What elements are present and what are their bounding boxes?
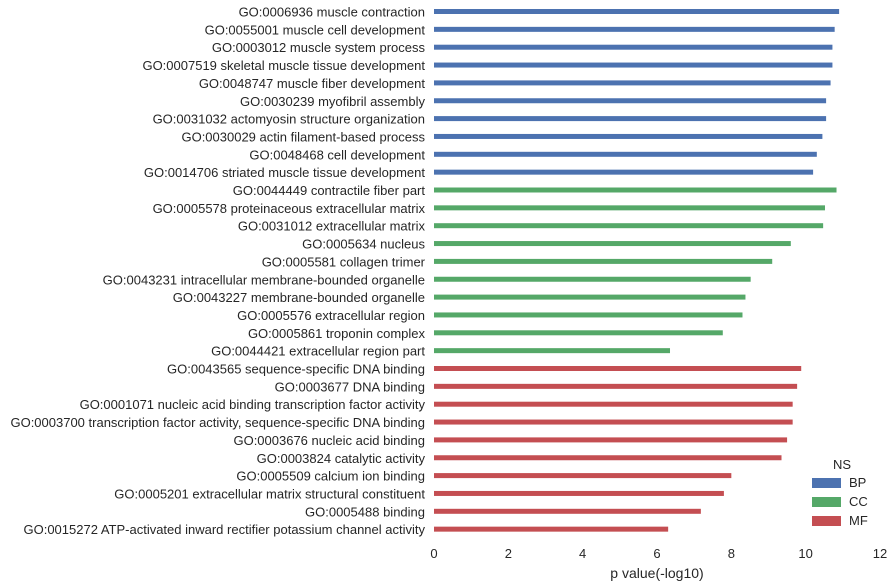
y-tick-label: GO:0007519 skeletal muscle tissue develo…: [142, 58, 425, 73]
bar-cc: [434, 187, 837, 193]
legend-swatch-bp: [812, 478, 841, 488]
x-axis: p value(-log10) 0 2 4 6 8 10 12: [430, 546, 887, 581]
legend: NS BP CC MF: [812, 457, 868, 528]
bar-bp: [434, 169, 814, 175]
y-tick-label: GO:0030029 actin filament-based process: [181, 129, 425, 144]
legend-swatch-mf: [812, 516, 841, 526]
legend-label-mf: MF: [849, 513, 868, 528]
x-tick-label: 10: [798, 546, 812, 561]
y-tick-label: GO:0003012 muscle system process: [212, 40, 426, 55]
y-tick-label: GO:0005509 calcium ion binding: [236, 469, 425, 484]
x-tick-label: 12: [873, 546, 887, 561]
bar-bp: [434, 116, 827, 122]
y-tick-label: GO:0048747 muscle fiber development: [199, 76, 426, 91]
y-tick-label: GO:0003824 catalytic activity: [257, 451, 426, 466]
y-tick-label: GO:0044449 contractile fiber part: [233, 183, 426, 198]
bar-bp: [434, 151, 817, 157]
bars: [434, 9, 840, 532]
y-tick-label: GO:0005634 nucleus: [302, 237, 425, 252]
bar-cc: [434, 348, 671, 354]
bar-mf: [434, 366, 802, 371]
bar-cc: [434, 258, 773, 264]
y-tick-label: GO:0005201 extracellular matrix structur…: [114, 486, 425, 501]
y-tick-label: GO:0043565 sequence-specific DNA binding: [167, 362, 425, 377]
bar-bp: [434, 62, 833, 68]
y-tick-label: GO:0043231 intracellular membrane-bounde…: [103, 272, 425, 287]
y-tick-label: GO:0005488 binding: [305, 504, 425, 519]
bar-cc: [434, 330, 723, 336]
bar-mf: [434, 437, 788, 443]
bar-bp: [434, 98, 827, 104]
bar-mf: [434, 473, 732, 479]
y-tick-label: GO:0030239 myofibril assembly: [240, 94, 425, 109]
x-tick-label: 4: [579, 546, 586, 561]
x-tick-label: 6: [653, 546, 660, 561]
y-tick-label: GO:0003700 transcription factor activity…: [10, 415, 425, 430]
bar-cc: [434, 294, 746, 300]
bar-bp: [434, 133, 823, 139]
bar-mf: [434, 401, 793, 407]
y-tick-label: GO:0006936 muscle contraction: [239, 5, 425, 20]
bar-cc: [434, 312, 743, 318]
y-tick-label: GO:0005861 troponin complex: [248, 326, 426, 341]
bar-cc: [434, 276, 751, 282]
x-tick-label: 2: [505, 546, 512, 561]
y-tick-label: GO:0003676 nucleic acid binding: [233, 433, 425, 448]
legend-label-bp: BP: [849, 475, 866, 490]
y-tick-label: GO:0031032 actomyosin structure organiza…: [153, 112, 425, 127]
y-tick-label: GO:0001071 nucleic acid binding transcri…: [80, 397, 426, 412]
y-tick-label: GO:0005581 collagen trimer: [262, 254, 426, 269]
legend-swatch-cc: [812, 497, 841, 507]
bar-mf: [434, 526, 669, 532]
y-tick-label: GO:0015272 ATP-activated inward rectifie…: [23, 522, 425, 537]
y-tick-label: GO:0014706 striated muscle tissue develo…: [144, 165, 425, 180]
y-tick-label: GO:0031012 extracellular matrix: [238, 219, 426, 234]
bar-cc: [434, 223, 824, 229]
bar-bp: [434, 80, 831, 86]
legend-title: NS: [833, 457, 851, 472]
x-axis-label: p value(-log10): [610, 565, 703, 581]
bar-bp: [434, 44, 833, 50]
y-tick-label: GO:0044421 extracellular region part: [211, 344, 425, 359]
y-tick-label: GO:0005576 extracellular region: [237, 308, 425, 323]
bar-cc: [434, 205, 825, 211]
bar-mf: [434, 508, 701, 514]
bar-cc: [434, 241, 791, 247]
y-tick-label: GO:0005578 proteinaceous extracellular m…: [153, 201, 426, 216]
bar-mf: [434, 455, 782, 461]
y-tick-label: GO:0055001 muscle cell development: [205, 22, 426, 37]
bar-mf: [434, 383, 798, 389]
y-tick-label: GO:0003677 DNA binding: [275, 379, 425, 394]
y-tick-label: GO:0048468 cell development: [249, 147, 425, 162]
bar-mf: [434, 490, 724, 496]
x-tick-label: 8: [728, 546, 735, 561]
y-tick-labels: GO:0006936 muscle contraction GO:0055001 …: [10, 5, 425, 538]
legend-label-cc: CC: [849, 494, 868, 509]
y-tick-label: GO:0043227 membrane-bounded organelle: [173, 290, 425, 305]
bar-mf: [434, 419, 793, 425]
x-tick-label: 0: [430, 546, 437, 561]
bar-bp: [434, 26, 835, 32]
bar-bp: [434, 9, 840, 14]
